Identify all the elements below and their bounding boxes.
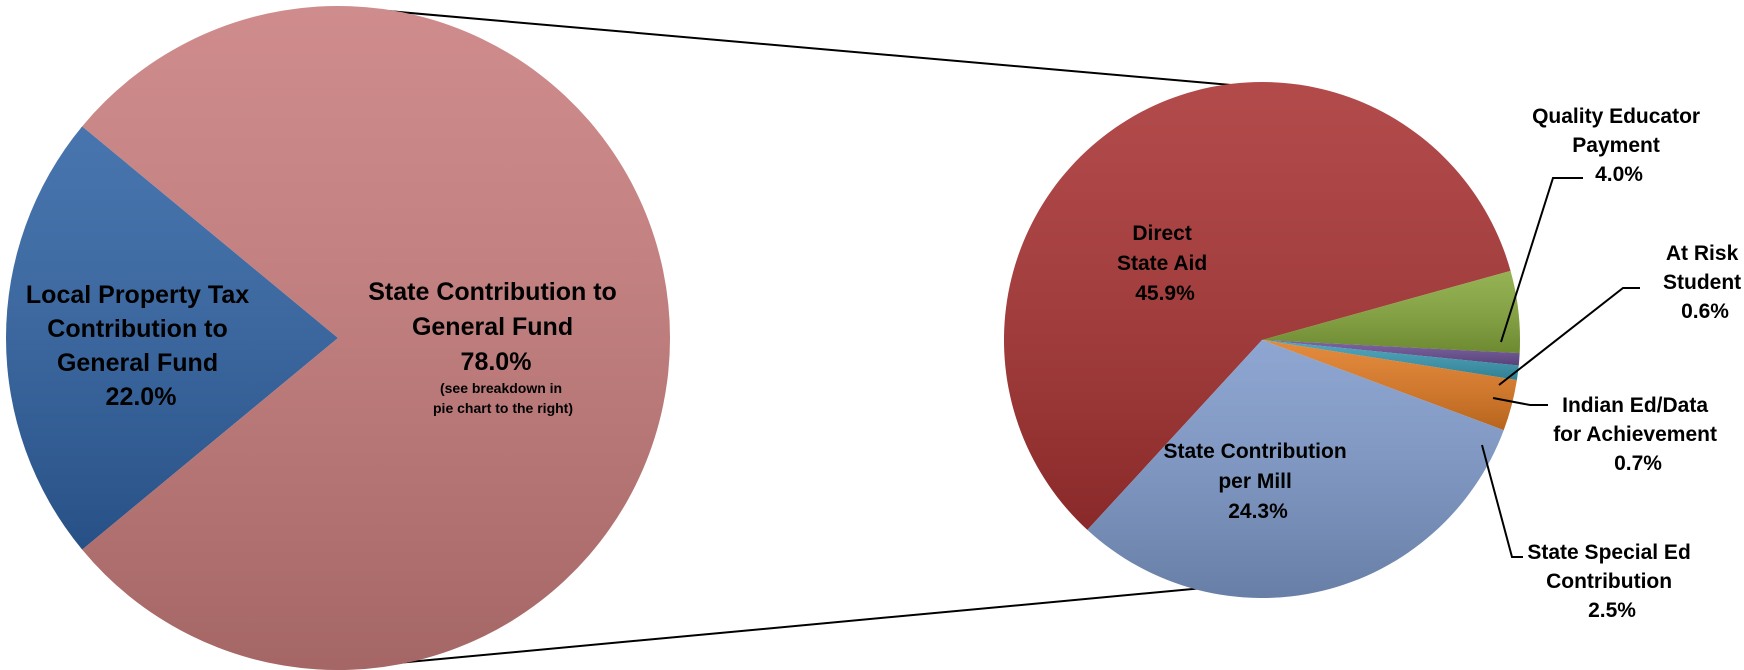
special-ed-label: State Special Ed Contribution 2.5%: [1527, 541, 1696, 622]
connector-bottom-line: [375, 581, 1269, 666]
state-contribution-label-line-2: General Fund: [412, 313, 573, 341]
left-pie: [6, 5, 671, 670]
state-contribution-label: State Contribution to General Fund 78.0%: [368, 278, 624, 376]
state-contribution-percent: 78.0%: [461, 348, 532, 376]
leader-quality-educator: [1500, 177, 1583, 343]
state-per-mill-label-line-2: per Mill: [1218, 470, 1292, 493]
local-tax-percent: 22.0%: [106, 383, 177, 411]
right-pie-labels: Direct State Aid 45.9% Quality Educator …: [1117, 105, 1744, 622]
left-pie-labels: Local Property Tax Contribution to Gener…: [26, 278, 624, 416]
at-risk-label: At Risk Student 0.6%: [1663, 242, 1744, 323]
left-slice-local-property-tax-contribution-to-general-fund-shade: [6, 126, 338, 550]
quality-educator-label: Quality Educator Payment 4.0%: [1532, 105, 1706, 186]
right-slice-at-risk-student-shade: [1262, 340, 1520, 366]
right-slice-indian-ed-data-for-achievement-shade: [1262, 340, 1519, 380]
local-tax-label-line-3: General Fund: [57, 349, 218, 377]
right-slice-state-contribution-per-mill-shade: [1087, 340, 1504, 598]
state-contribution-label-line-1: State Contribution to: [368, 278, 617, 306]
special-ed-label-line-2: Contribution: [1546, 570, 1672, 593]
quality-educator-percent: 4.0%: [1595, 163, 1643, 186]
state-per-mill-percent: 24.3%: [1228, 500, 1288, 523]
right-pie: [1003, 81, 1521, 598]
direct-state-aid-percent: 45.9%: [1135, 282, 1195, 305]
direct-state-aid-label-line-2: State Aid: [1117, 252, 1207, 275]
state-contribution-note: (see breakdown in pie chart to the right…: [433, 380, 573, 416]
indian-ed-label-line-2: for Achievement: [1553, 423, 1717, 446]
special-ed-percent: 2.5%: [1588, 599, 1636, 622]
direct-state-aid-label: Direct State Aid 45.9%: [1117, 222, 1213, 305]
state-contribution-note-line-2: pie chart to the right): [433, 400, 573, 416]
state-per-mill-label: State Contribution per Mill 24.3%: [1164, 440, 1353, 523]
leader-special-ed: [1481, 444, 1523, 558]
indian-ed-label: Indian Ed/Data for Achievement 0.7%: [1553, 394, 1723, 475]
state-per-mill-label-line-1: State Contribution: [1164, 440, 1347, 463]
leader-indian-ed: [1492, 397, 1548, 406]
quality-educator-label-line-1: Quality Educator: [1532, 105, 1700, 128]
state-contribution-note-line-1: (see breakdown in: [440, 380, 562, 396]
at-risk-percent: 0.6%: [1681, 300, 1729, 323]
indian-ed-label-line-1: Indian Ed/Data: [1562, 394, 1708, 417]
at-risk-label-line-2: Student: [1663, 271, 1741, 294]
left-slice-state-contribution-to-general-fund-shade: [82, 5, 671, 670]
direct-state-aid-label-line-1: Direct: [1132, 222, 1192, 245]
at-risk-label-line-1: At Risk: [1666, 242, 1739, 265]
right-slice-direct-state-aid-shade: [1003, 81, 1511, 530]
connector-top-line: [375, 9, 1289, 91]
local-tax-label-line-1: Local Property Tax: [26, 281, 249, 309]
local-tax-label: Local Property Tax Contribution to Gener…: [26, 281, 256, 411]
local-tax-label-line-2: Contribution to: [47, 315, 228, 343]
indian-ed-percent: 0.7%: [1614, 452, 1662, 475]
leader-at-risk: [1498, 287, 1640, 386]
right-pie-leaders: [1481, 177, 1640, 558]
right-slice-state-special-ed-contribution-shade: [1262, 340, 1517, 431]
quality-educator-label-line-2: Payment: [1572, 134, 1660, 157]
special-ed-label-line-1: State Special Ed: [1527, 541, 1690, 564]
right-slice-quality-educator-payment-shade: [1262, 270, 1521, 354]
